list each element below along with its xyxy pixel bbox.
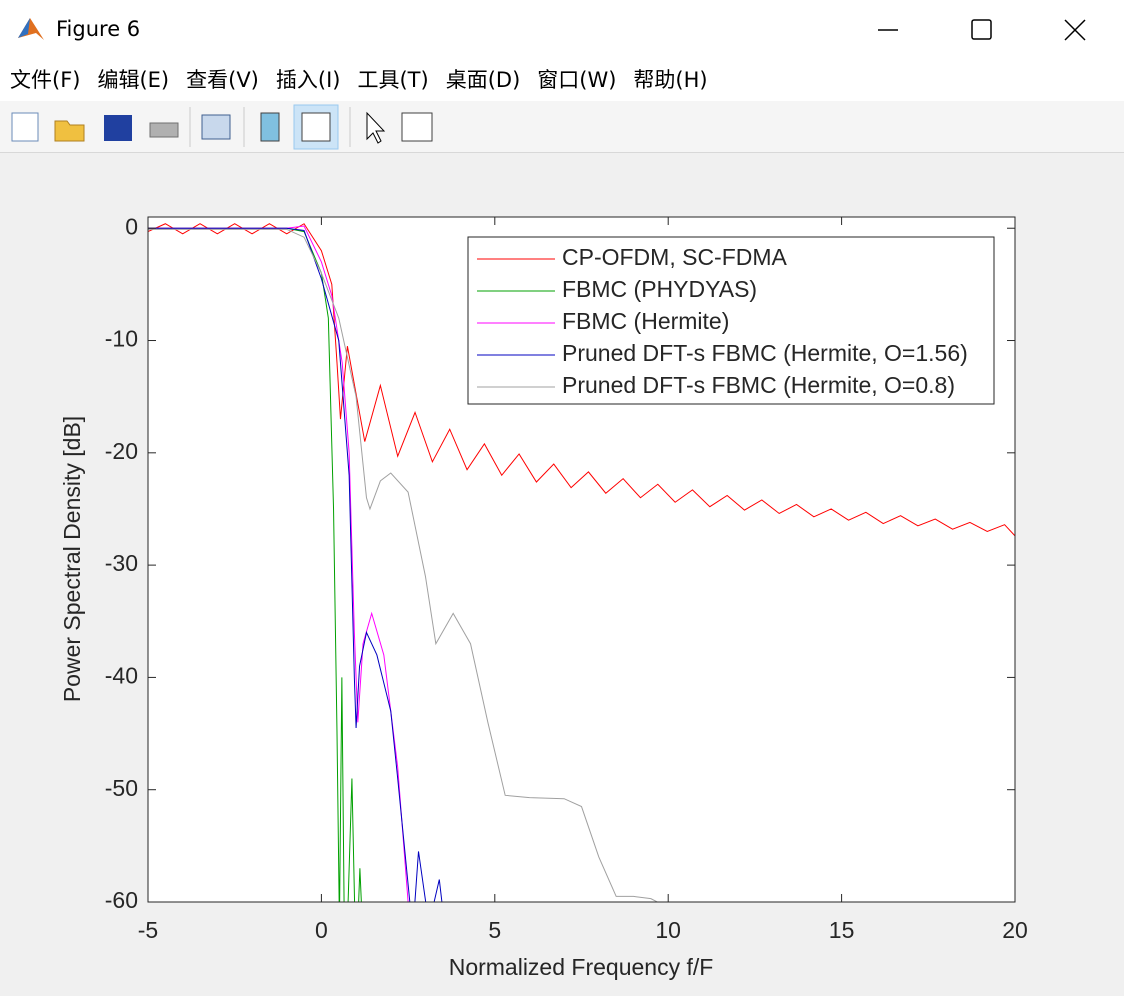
- y-tick-label: -40: [105, 662, 138, 688]
- title-bar: Figure 6: [0, 0, 1124, 57]
- x-tick-label: 0: [315, 917, 328, 943]
- colorbar-icon[interactable]: [260, 112, 280, 142]
- y-tick-label: -30: [105, 550, 138, 576]
- y-tick-label: -50: [105, 775, 138, 801]
- x-tick-label: 15: [829, 917, 855, 943]
- x-tick-label: 20: [1002, 917, 1028, 943]
- x-tick-label: 10: [655, 917, 681, 943]
- menu-item[interactable]: 文件(F): [10, 68, 81, 92]
- print-icon[interactable]: [149, 122, 179, 138]
- series-line: [148, 228, 659, 902]
- window-title: Figure 6: [56, 17, 141, 41]
- y-tick-label: -10: [105, 326, 138, 352]
- pointer-icon[interactable]: [366, 111, 386, 144]
- maximize-button[interactable]: [971, 19, 992, 40]
- open-icon[interactable]: [54, 120, 85, 142]
- link-icon[interactable]: [201, 114, 231, 140]
- y-axis-label: Power Spectral Density [dB]: [59, 416, 85, 702]
- y-tick-label: -60: [105, 887, 138, 913]
- x-tick-label: -5: [138, 917, 158, 943]
- toolbar-icons: [11, 104, 433, 150]
- menu-item[interactable]: 窗口(W): [537, 68, 617, 92]
- series-line: [148, 227, 362, 902]
- app-icon: [18, 18, 44, 40]
- axes-box: [147, 216, 1016, 903]
- x-axis-label: Normalized Frequency f/F: [449, 954, 714, 980]
- close-button[interactable]: [1064, 19, 1086, 41]
- property-icon[interactable]: [401, 112, 433, 142]
- y-tick-label: 0: [125, 213, 138, 239]
- legend-label: FBMC (PHYDYAS): [562, 276, 757, 302]
- menu-item[interactable]: 插入(I): [275, 68, 341, 92]
- series-line: [148, 223, 1015, 537]
- legend-label: CP-OFDM, SC-FDMA: [562, 244, 788, 270]
- menu-item[interactable]: 工具(T): [357, 68, 429, 92]
- series-line: [148, 227, 443, 902]
- legend-label: Pruned DFT-s FBMC (Hermite, O=0.8): [562, 372, 955, 398]
- legend-label: FBMC (Hermite): [562, 308, 729, 334]
- menu-item[interactable]: 桌面(D): [445, 68, 521, 92]
- x-tick-label: 5: [488, 917, 501, 943]
- save-icon[interactable]: [104, 115, 132, 141]
- toolbar: [0, 101, 1124, 153]
- menu-item[interactable]: 编辑(E): [97, 68, 170, 92]
- new-icon[interactable]: [11, 112, 39, 142]
- app-icon-part: [18, 18, 30, 38]
- legend-box: [467, 236, 995, 405]
- window-chrome: [18, 18, 1086, 41]
- menu-item[interactable]: 查看(V): [186, 68, 259, 92]
- chart: Normalized Frequency f/F Power Spectral …: [59, 213, 1028, 980]
- legend-label: Pruned DFT-s FBMC (Hermite, O=1.56): [562, 340, 968, 366]
- menu-bar: 文件(F) 编辑(E) 查看(V) 插入(I) 工具(T) 桌面(D) 窗口(W) 帮助(H): [0, 57, 1124, 101]
- y-tick-label: -20: [105, 438, 138, 464]
- legend-icon: [301, 112, 331, 142]
- menu-item[interactable]: 帮助(H): [633, 68, 708, 92]
